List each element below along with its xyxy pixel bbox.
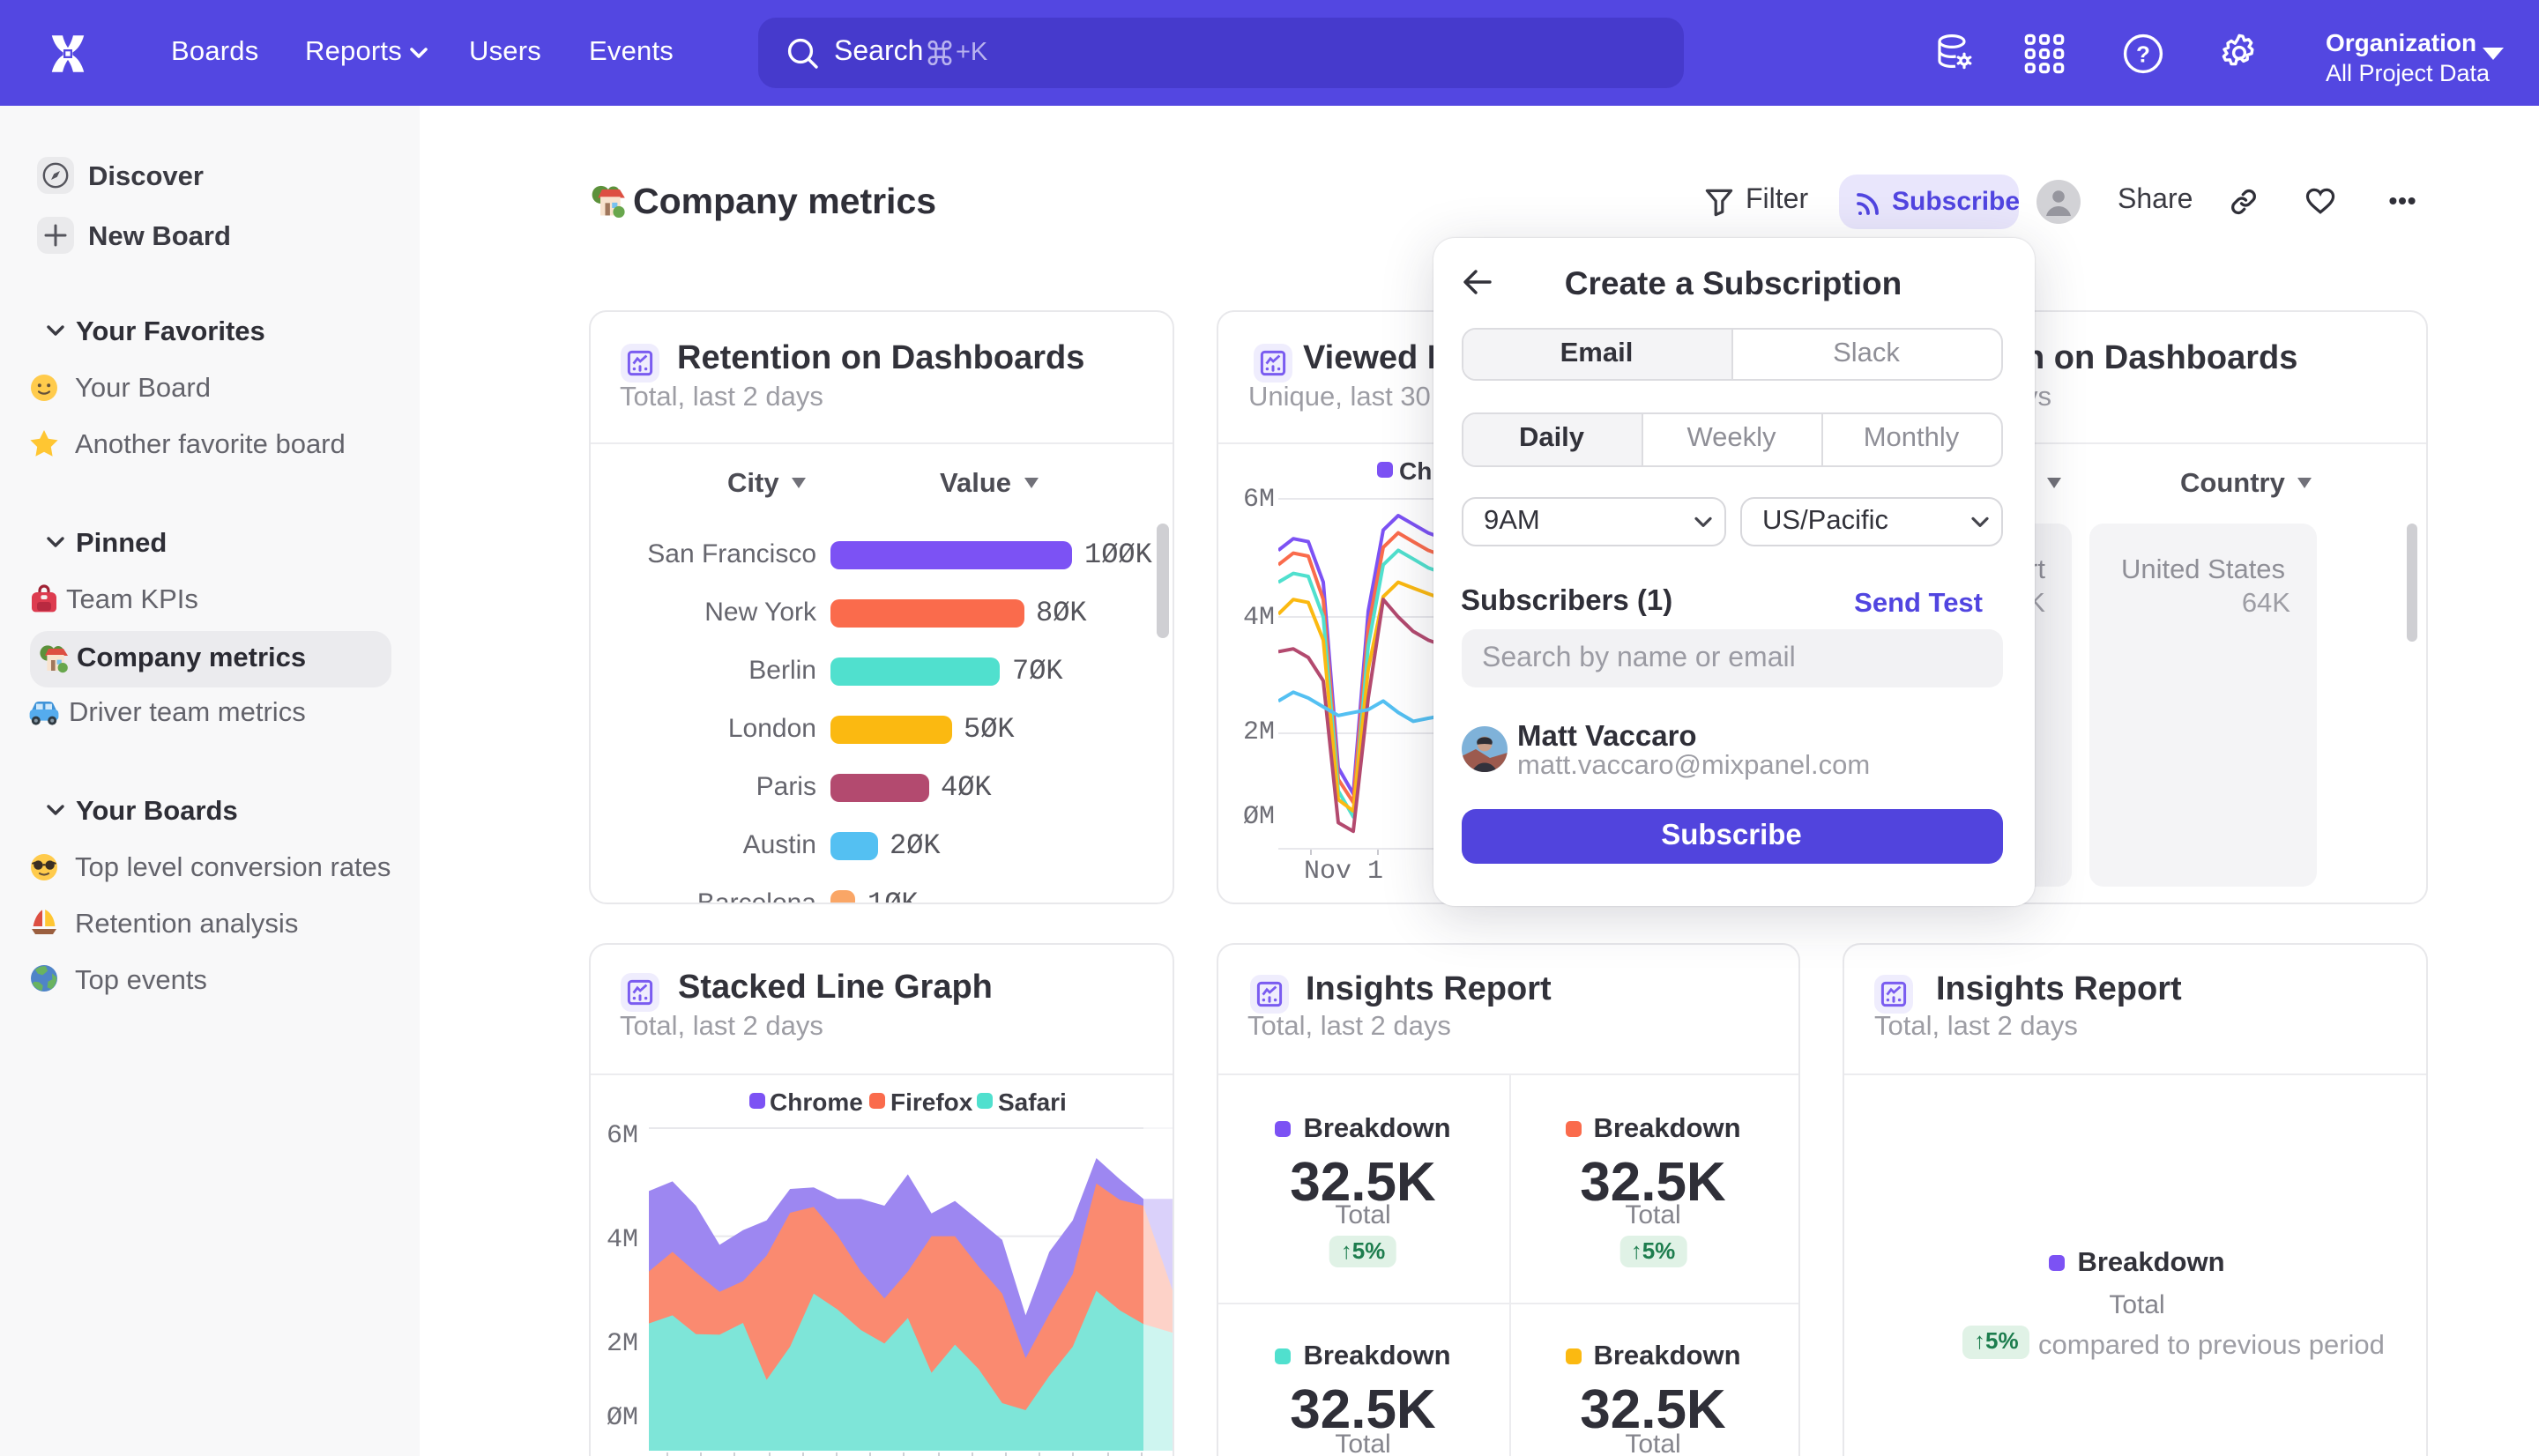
- svg-text:?: ?: [2136, 41, 2150, 67]
